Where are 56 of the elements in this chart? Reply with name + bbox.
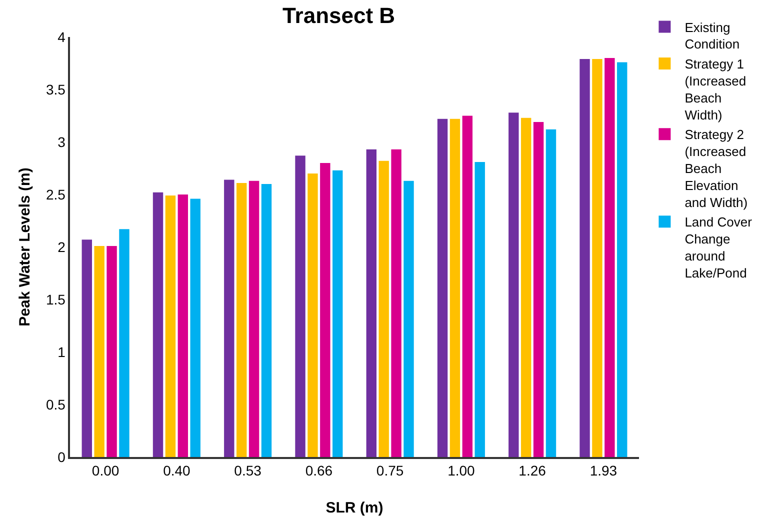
x-tick-label: 0.53: [234, 462, 262, 479]
x-tick-label: 1.00: [448, 462, 476, 479]
bar: [320, 163, 330, 457]
legend-label: Strategy 1 (Increased Beach Width): [684, 56, 746, 122]
y-tick-label: 1.5: [46, 291, 66, 308]
bar: [366, 149, 376, 457]
bar: [152, 192, 164, 457]
bar: [308, 174, 318, 457]
bar: [190, 198, 200, 457]
bar: [546, 129, 556, 457]
x-tick-label: 1.26: [518, 462, 546, 479]
y-tick-label: 2: [58, 238, 66, 255]
bar: [106, 246, 117, 457]
y-tick-label: 0.5: [46, 396, 66, 412]
bar: [94, 246, 104, 457]
bar: [462, 116, 473, 457]
bar: [332, 170, 343, 457]
x-axis-title: SLR (m): [326, 500, 384, 516]
x-tick-label: 0.66: [305, 462, 333, 479]
bar: [604, 58, 615, 457]
y-tick-label: 3: [58, 134, 66, 150]
legend-label: Land Cover Change around Lake/Pond: [684, 214, 753, 280]
y-axis-title: Peak Water Levels (m): [16, 168, 34, 326]
bar: [119, 229, 130, 457]
y-tick-label: 4: [58, 28, 66, 45]
chart-title: Transect B: [282, 3, 396, 28]
bar: [295, 156, 306, 457]
bar: [178, 194, 188, 457]
y-tick-label: 2.5: [46, 186, 66, 202]
y-tick-label: 1: [58, 344, 66, 360]
x-tick-label: 0.75: [376, 462, 404, 479]
x-tick-label: 1.93: [590, 462, 618, 479]
bar: [224, 180, 234, 457]
bar: [248, 180, 260, 457]
bar: [617, 62, 628, 457]
bar: [391, 149, 402, 457]
bar: [520, 118, 532, 457]
bar: [580, 59, 590, 457]
legend-label: Strategy 2 (Increased Beach Elevation and Width): [684, 127, 748, 210]
bar: [450, 118, 460, 457]
legend-label: Existing Condition: [684, 20, 740, 52]
y-tick-label: 0: [58, 448, 66, 465]
bar: [261, 184, 272, 457]
bar: [378, 160, 389, 457]
bar: [236, 182, 247, 457]
bar: [165, 196, 176, 457]
bar: [533, 122, 544, 457]
x-tick-label: 0.40: [163, 462, 191, 479]
bar: [82, 240, 92, 457]
bar: [508, 112, 519, 457]
bar: [437, 118, 448, 457]
bar: [592, 59, 602, 457]
bar: [474, 162, 485, 457]
x-tick-label: 0.00: [92, 462, 120, 479]
y-tick-label: 3.5: [46, 81, 66, 98]
bar: [404, 180, 414, 457]
